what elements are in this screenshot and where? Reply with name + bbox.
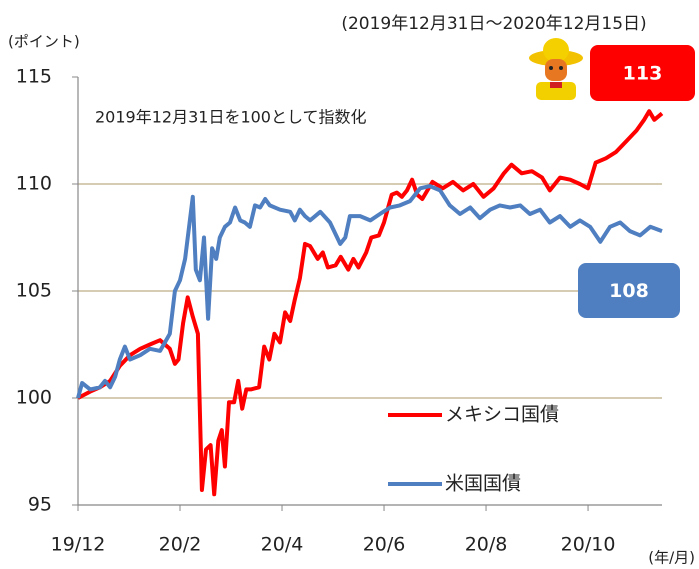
legend-label: メキシコ国債 [445, 404, 559, 426]
y-axis-label: (ポイント) [8, 33, 80, 51]
annotation: 2019年12月31日を100として指数化 [95, 108, 367, 127]
y-tick-label: 95 [28, 494, 52, 516]
series-line [77, 109, 664, 497]
y-tick-label: 105 [16, 280, 52, 302]
end-label-box [590, 45, 695, 101]
x-tick-label: 20/2 [159, 534, 202, 556]
x-axis-label: (年/月) [648, 549, 695, 567]
y-tick-label: 100 [16, 387, 52, 409]
end-label-box [578, 263, 680, 318]
x-tick-label: 20/6 [363, 534, 406, 556]
legend-label: 米国国債 [445, 473, 521, 495]
x-tick-label: 19/12 [51, 534, 106, 556]
y-tick-label: 110 [16, 173, 52, 195]
x-tick-label: 20/4 [261, 534, 304, 556]
end-label: 108 [609, 280, 649, 302]
x-tick-label: 20/8 [465, 534, 508, 556]
chart-subtitle: (2019年12月31日～2020年12月15日) [341, 14, 646, 34]
y-tick-label: 115 [16, 66, 52, 88]
x-tick-label: 20/10 [561, 534, 616, 556]
mascot [529, 38, 583, 100]
series-line [76, 184, 663, 399]
end-label: 113 [623, 63, 663, 85]
